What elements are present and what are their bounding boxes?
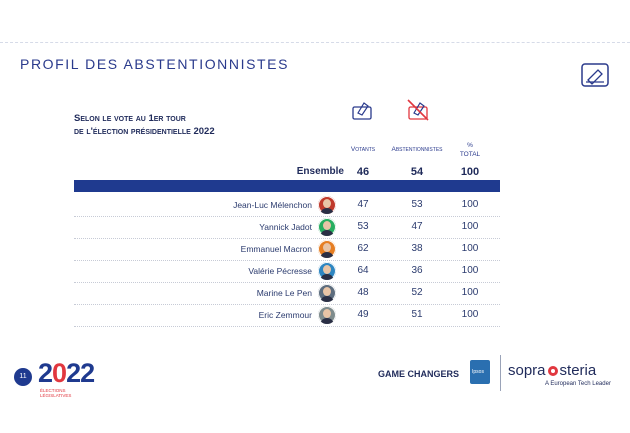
- total-value: 100: [461, 309, 479, 320]
- logo-caption-line-2: LÉGISLATIVES: [40, 393, 72, 398]
- votants-value: 62: [357, 243, 369, 254]
- sopra-steria-logo: sopra steria: [508, 362, 596, 379]
- candidate-name: Marine Le Pen: [256, 288, 312, 298]
- subtitle-line-2: de l'élection présidentielle 2022: [74, 126, 215, 137]
- candidate-name: Valérie Pécresse: [248, 266, 312, 276]
- column-header-total: % TOTAL: [452, 141, 488, 159]
- ballot-box-icon: [581, 63, 609, 87]
- logo-digit-0: 0: [52, 358, 67, 388]
- footer-separator: [500, 355, 501, 391]
- votants-value: 53: [357, 221, 369, 232]
- votants-value: 64: [357, 265, 369, 276]
- candidate-avatar: [318, 262, 336, 280]
- candidate-name: Yannick Jadot: [259, 222, 312, 232]
- total-value: 100: [461, 221, 479, 232]
- candidate-avatar: [318, 306, 336, 324]
- candidate-avatar: [318, 196, 336, 214]
- column-header-votants: Votants: [350, 146, 376, 153]
- abstentionnistes-value: 51: [411, 309, 423, 320]
- logo-caption-line-1: ÉLECTIONS: [40, 388, 66, 393]
- total-value: 100: [461, 287, 479, 298]
- candidate-name: Jean-Luc Mélenchon: [233, 200, 312, 210]
- ensemble-label: Ensemble: [296, 166, 344, 177]
- elections-2022-logo: 2022: [38, 358, 95, 389]
- top-divider: [0, 42, 630, 43]
- ipsos-logo: Ipsos: [470, 360, 490, 384]
- table-row: Valérie Pécresse 64 36 100: [74, 261, 500, 283]
- ballot-vote-icon: [352, 102, 372, 120]
- ensemble-abstentionnistes: 54: [410, 166, 424, 178]
- candidate-avatar: [318, 240, 336, 258]
- total-value: 100: [461, 265, 479, 276]
- candidate-name: Emmanuel Macron: [240, 244, 312, 254]
- sopra-swirl-icon: [547, 366, 558, 376]
- votants-value: 48: [357, 287, 369, 298]
- page-number: 11: [14, 368, 32, 386]
- votants-value: 49: [357, 309, 369, 320]
- candidate-avatar: [318, 218, 336, 236]
- table-row: Yannick Jadot 53 47 100: [74, 217, 500, 239]
- subtitle-line-1: Selon le vote au 1er tour: [74, 113, 186, 124]
- steria-text: steria: [559, 362, 597, 379]
- ensemble-total: 100: [460, 166, 480, 178]
- abstentionnistes-value: 38: [411, 243, 423, 254]
- total-value: 100: [461, 243, 479, 254]
- column-header-abstentionnistes: Abstentionnistes: [391, 146, 443, 153]
- table-row: Emmanuel Macron 62 38 100: [74, 239, 500, 261]
- sopra-tagline: A European Tech Leader: [545, 381, 611, 387]
- ensemble-votants: 46: [356, 166, 370, 178]
- table-row: Jean-Luc Mélenchon 47 53 100: [74, 195, 500, 217]
- page-title: PROFIL DES ABSTENTIONNISTES: [20, 56, 290, 72]
- game-changers-label: GAME CHANGERS: [378, 369, 460, 379]
- abstentionnistes-value: 36: [411, 265, 423, 276]
- sopra-text: sopra: [508, 362, 546, 379]
- abstentionnistes-value: 53: [411, 199, 423, 210]
- candidate-avatar: [318, 284, 336, 302]
- logo-caption: ÉLECTIONS LÉGISLATIVES: [40, 388, 71, 398]
- candidate-name: Eric Zemmour: [258, 310, 312, 320]
- total-value: 100: [461, 199, 479, 210]
- logo-digits-22: 22: [66, 358, 95, 388]
- logo-digit-2: 2: [38, 358, 53, 388]
- table-row: Eric Zemmour 49 51 100: [74, 305, 500, 327]
- abstentionnistes-value: 52: [411, 287, 423, 298]
- table-row: Marine Le Pen 48 52 100: [74, 283, 500, 305]
- total-label: TOTAL: [459, 151, 481, 158]
- votants-value: 47: [357, 199, 369, 210]
- table-header-bar: [74, 180, 500, 192]
- total-percent-sign: %: [467, 142, 473, 149]
- table-subtitle: Selon le vote au 1er tour de l'élection …: [74, 112, 215, 138]
- ipsos-text: Ipsos: [472, 369, 484, 375]
- abstentionnistes-value: 47: [411, 221, 423, 232]
- no-vote-icon: [407, 99, 429, 121]
